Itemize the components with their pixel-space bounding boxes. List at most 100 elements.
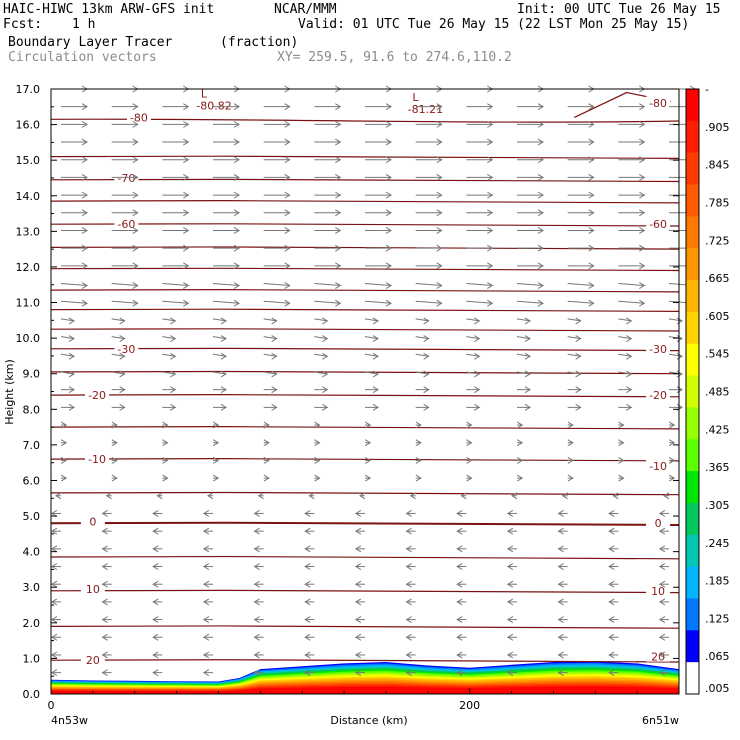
wind-arrowhead xyxy=(335,244,342,252)
isotherm-label-bg xyxy=(85,388,110,401)
wind-arrowhead xyxy=(588,191,595,199)
isotherm-label-bg xyxy=(646,459,671,472)
wind-vector xyxy=(60,300,88,304)
wind-arrowhead xyxy=(557,563,564,570)
wind-arrowhead xyxy=(152,580,159,588)
wind-arrowhead xyxy=(436,282,443,289)
isotherm-label: -20 xyxy=(649,389,667,402)
isotherm-label-bg xyxy=(80,514,105,527)
y-tick-label: 5.0 xyxy=(23,510,41,523)
wind-vector xyxy=(263,283,290,287)
wind-arrowhead xyxy=(557,598,564,606)
wind-arrowhead xyxy=(202,616,210,624)
wind-arrowhead xyxy=(385,156,392,164)
wind-arrowhead xyxy=(537,138,544,146)
wind-arrowhead xyxy=(506,510,514,517)
wind-arrowhead xyxy=(233,174,240,181)
wind-arrowhead xyxy=(658,669,666,677)
wind-vector xyxy=(263,353,277,357)
wind-vector xyxy=(364,318,379,322)
wind-arrowhead xyxy=(561,492,568,500)
wind-arrowhead xyxy=(220,317,227,325)
org-label: NCAR/MMM xyxy=(274,2,337,17)
fcst-value: 1 h xyxy=(72,17,96,32)
wind-arrowhead xyxy=(183,138,190,146)
wind-vector xyxy=(111,318,125,322)
low-value: -81.21 xyxy=(408,103,443,116)
wind-arrowhead xyxy=(253,669,260,677)
isotherm-line xyxy=(50,267,680,272)
wind-arrowhead xyxy=(537,174,544,181)
wind-arrowhead xyxy=(111,474,118,482)
wind-arrowhead xyxy=(456,527,463,535)
wind-arrowhead xyxy=(557,633,564,641)
wind-arrowhead xyxy=(132,299,139,307)
wind-arrowhead xyxy=(456,669,463,677)
wind-arrowhead xyxy=(335,174,342,181)
wind-arrowhead xyxy=(81,174,88,181)
colorbar-label: .665 xyxy=(705,272,730,285)
wind-vector xyxy=(415,336,429,340)
xy-range: XY= 259.5, 91.6 to 274.6,110.2 xyxy=(277,50,512,65)
wind-arrowhead xyxy=(263,421,270,429)
wind-arrowhead xyxy=(385,138,392,146)
wind-arrowhead xyxy=(156,492,163,500)
wind-arrowhead xyxy=(456,598,463,606)
wind-arrowhead xyxy=(212,456,220,464)
wind-arrowhead xyxy=(284,227,291,234)
wind-arrowhead xyxy=(618,439,625,447)
wind-arrowhead xyxy=(152,563,159,570)
wind-arrowhead xyxy=(608,616,615,624)
wind-arrowhead xyxy=(415,421,422,429)
isotherm-label-bg xyxy=(646,341,671,354)
colorbar-border xyxy=(685,88,700,695)
colorbar-label: .125 xyxy=(705,612,730,625)
wind-arrowhead xyxy=(233,262,240,270)
wind-vector xyxy=(618,336,632,340)
wind-arrowhead xyxy=(202,527,210,535)
wind-arrowhead xyxy=(162,439,169,447)
wind-arrowhead xyxy=(405,527,412,535)
y-tick-label: 3.0 xyxy=(23,581,41,594)
x-end-right: 6n51w xyxy=(642,714,679,727)
wind-arrowhead xyxy=(639,191,646,199)
wind-arrowhead xyxy=(152,651,159,659)
colorbar-swatch xyxy=(686,566,699,599)
wind-vector xyxy=(314,300,341,304)
wind-arrowhead xyxy=(618,456,625,464)
wind-arrowhead xyxy=(335,191,342,199)
wind-arrowhead xyxy=(271,317,278,325)
isotherm-label: -10 xyxy=(88,453,106,466)
wind-arrowhead xyxy=(284,174,291,181)
wind-arrowhead xyxy=(487,209,494,217)
wind-arrowhead xyxy=(385,262,392,270)
wind-arrowhead xyxy=(608,563,615,570)
wind-arrowhead xyxy=(322,403,329,411)
wind-vector xyxy=(618,283,645,287)
wind-arrowhead xyxy=(60,474,68,482)
wind-arrowhead xyxy=(436,138,443,146)
wind-arrowhead xyxy=(170,370,177,378)
wind-arrowhead xyxy=(516,474,524,482)
wind-arrowhead xyxy=(456,633,463,641)
wind-arrowhead xyxy=(304,563,311,570)
wind-vector xyxy=(212,318,227,322)
wind-arrowhead xyxy=(639,120,646,128)
y-tick-label: 12.0 xyxy=(16,261,41,274)
wind-arrowhead xyxy=(233,244,240,252)
wind-arrowhead xyxy=(436,120,443,128)
wind-arrowhead xyxy=(474,317,481,325)
wind-arrowhead xyxy=(263,474,270,482)
wind-arrowhead xyxy=(456,651,463,659)
wind-arrowhead xyxy=(405,580,412,588)
colorbar-label: .545 xyxy=(705,348,730,361)
wind-arrowhead xyxy=(253,527,260,535)
wind-vector xyxy=(466,283,493,287)
wind-arrowhead xyxy=(314,439,321,447)
isotherm-line xyxy=(50,458,680,462)
wind-arrowhead xyxy=(335,209,342,217)
wind-vector xyxy=(516,300,544,304)
wind-arrowhead xyxy=(101,669,108,677)
wind-arrowhead xyxy=(81,299,88,307)
wind-arrowhead xyxy=(487,299,494,307)
